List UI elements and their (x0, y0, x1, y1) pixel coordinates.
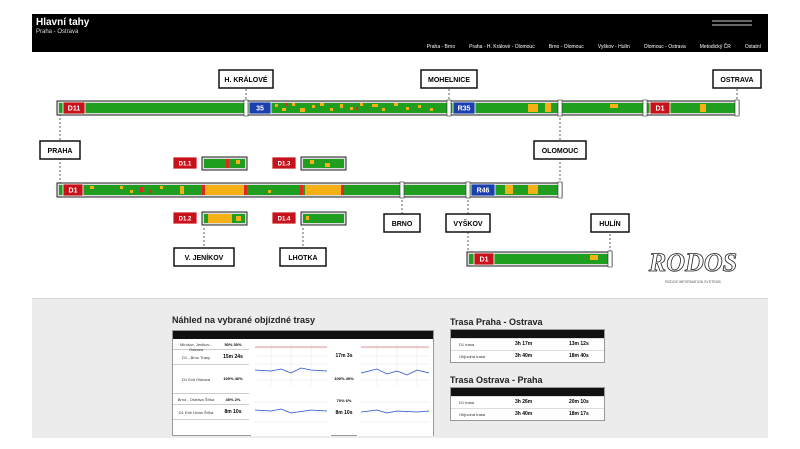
city-hkralove[interactable]: H. KRÁLOVÉ (218, 69, 274, 89)
city-lhotka[interactable]: LHOTKA (279, 247, 327, 267)
nav-ostatni[interactable]: Ostatní (744, 43, 761, 50)
detours-table-header (173, 331, 433, 339)
badge-r46: R46 (470, 183, 496, 197)
table-row[interactable]: D1 trasa 3h 17m 13m 12s (451, 338, 604, 350)
city-brno[interactable]: BRNO (383, 213, 421, 233)
detour-mid-value: 8m 10s (335, 410, 353, 416)
svg-text:OSTRAVA: OSTRAVA (720, 77, 753, 84)
detour-mid-value: 100% 40% (334, 376, 354, 381)
detours-preview-title: Náhled na vybrané objízdné trasy (172, 315, 316, 325)
badge-d1-1: D1.1 (172, 156, 198, 170)
rodos-logo: RODOS RODOS INFORMATION SYSTEMS (648, 248, 738, 284)
route-praha-ostrava-table: D1 trasa 3h 17m 13m 12s Objízdná trasa 3… (450, 329, 605, 363)
road-d1-hulin[interactable] (466, 250, 613, 268)
table-row: D1 Exit Lhota Šířka 8m 10s (173, 406, 249, 420)
svg-text:LHOTKA: LHOTKA (288, 255, 317, 262)
app-subtitle: Praha - Ostrava (36, 29, 79, 35)
detour-chart-right (357, 340, 433, 436)
city-hulin[interactable]: HULÍN (590, 213, 630, 233)
city-olomouc[interactable]: OLOMOUC (533, 140, 587, 160)
route-praha-ostrava-title: Trasa Praha - Ostrava (450, 317, 543, 327)
svg-text:D1: D1 (69, 188, 78, 195)
nav-praha-hkralove-olomouc[interactable]: Praha - H. Králové - Olomouc (469, 43, 535, 50)
route-ostrava-praha-title: Trasa Ostrava - Praha (450, 375, 543, 385)
svg-text:PRAHA: PRAHA (48, 148, 73, 155)
svg-text:D11: D11 (68, 106, 81, 113)
city-vjenikov[interactable]: V. JENÍKOV (173, 247, 235, 267)
city-ostrava[interactable]: OSTRAVA (712, 69, 762, 89)
table-row: D1 - Brno Trasy 15m 24s (173, 351, 249, 365)
badge-d11: D11 (62, 101, 86, 115)
svg-text:D1.2: D1.2 (179, 217, 192, 223)
table-row: Brno - Ostrava Šířka 40% 2% (173, 395, 249, 405)
city-praha[interactable]: PRAHA (39, 140, 81, 160)
lower-panel: Náhled na vybrané objízdné trasy Mirošov… (32, 298, 768, 438)
svg-text:V. JENÍKOV: V. JENÍKOV (185, 253, 224, 262)
badge-d1-top: D1 (649, 101, 671, 115)
svg-text:RODOS INFORMATION SYSTEMS: RODOS INFORMATION SYSTEMS (665, 280, 721, 284)
svg-text:D1.4: D1.4 (278, 217, 291, 223)
nav-metodicky[interactable]: Metodický ČR (699, 43, 731, 50)
svg-text:BRNO: BRNO (392, 221, 413, 228)
road-d1-2[interactable] (201, 211, 248, 226)
road-top[interactable] (56, 99, 740, 117)
top-separators (243, 99, 740, 117)
badge-d1-mid: D1 (62, 183, 84, 197)
road-d1-1[interactable] (201, 156, 248, 171)
detour-mid-value: 70% 6% (336, 398, 352, 403)
city-mohelnice[interactable]: MOHELNICE (420, 69, 478, 89)
detour-mid-value: 17m 3s (335, 353, 353, 359)
table-row: Mirošov, Jenikov - Ostrava 50% 30% (173, 340, 249, 352)
header-logo-icon (712, 20, 752, 30)
table-row[interactable]: D1 trasa 3h 26m 20m 10s (451, 396, 604, 408)
table-row[interactable]: Objízdná trasa 3h 40m 18m 40s (451, 350, 604, 362)
svg-text:D1: D1 (480, 257, 489, 264)
svg-text:VYŠKOV: VYŠKOV (453, 219, 483, 228)
route-ostrava-praha-table: D1 trasa 3h 26m 20m 10s Objízdná trasa 3… (450, 387, 605, 421)
svg-text:D1: D1 (656, 106, 665, 113)
main-nav: Praha - Brno Praha - H. Králové - Olomou… (420, 41, 768, 52)
traffic-schematic: D11 35 R35 D1 D1 R46 D1 D1.1 (39, 69, 762, 284)
table-row[interactable]: Objízdná trasa 3h 40m 18m 17s (451, 408, 604, 420)
svg-text:HULÍN: HULÍN (599, 219, 620, 228)
city-vyskov[interactable]: VYŠKOV (445, 213, 491, 233)
svg-text:H. KRÁLOVÉ: H. KRÁLOVÉ (224, 75, 268, 84)
badge-r35: R35 (452, 101, 476, 115)
table-row: D1 Exit Ostrava 100% 40% (173, 366, 249, 394)
route-table-header (451, 330, 604, 338)
svg-text:35: 35 (256, 106, 264, 113)
app-title: Hlavní tahy (36, 17, 90, 28)
top-slow-segments (275, 103, 706, 112)
badge-35: 35 (248, 101, 272, 115)
badge-d1-hulin: D1 (473, 252, 495, 266)
svg-text:OLOMOUC: OLOMOUC (542, 148, 579, 155)
nav-vyskov-hulin[interactable]: Vyškov - Hulín (597, 43, 630, 50)
svg-text:RODOS: RODOS (648, 248, 737, 277)
nav-praha-brno[interactable]: Praha - Brno (426, 43, 456, 50)
badge-d1-4: D1.4 (271, 211, 297, 225)
svg-text:D1.1: D1.1 (179, 162, 192, 168)
svg-text:MOHELNICE: MOHELNICE (428, 77, 470, 84)
nav-brno-olomouc[interactable]: Brno - Olomouc (548, 43, 584, 50)
road-d1[interactable] (56, 181, 563, 199)
nav-olomouc-ostrava[interactable]: Olomouc - Ostrava (643, 43, 686, 50)
d1-slow-segments (90, 185, 538, 195)
badge-d1-2: D1.2 (172, 211, 198, 225)
svg-text:R35: R35 (458, 106, 471, 113)
road-d1-3[interactable] (300, 156, 347, 171)
badge-d1-3: D1.3 (271, 156, 297, 170)
route-table-header (451, 388, 604, 396)
detours-preview-table: Mirošov, Jenikov - Ostrava 50% 30% D1 - … (172, 330, 434, 436)
detour-chart-left (251, 340, 331, 436)
app-header: Hlavní tahy Praha - Ostrava Praha - Brno… (32, 14, 768, 52)
svg-text:R46: R46 (477, 188, 490, 195)
road-d1-4[interactable] (300, 211, 347, 226)
svg-text:D1.3: D1.3 (278, 162, 291, 168)
